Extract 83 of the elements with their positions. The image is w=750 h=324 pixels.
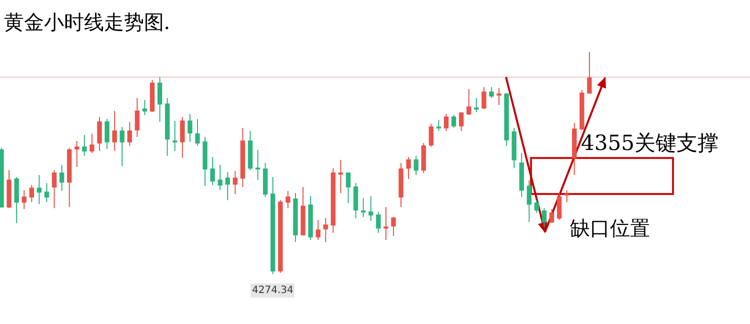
candlestick	[466, 88, 472, 116]
candlestick	[52, 170, 57, 209]
candlestick	[74, 140, 80, 168]
candlestick	[580, 89, 584, 130]
candlestick	[346, 172, 351, 204]
candlestick	[549, 208, 554, 224]
candlestick	[428, 123, 434, 148]
candlestick	[218, 164, 222, 191]
candlestick	[14, 176, 19, 224]
candlestick	[202, 136, 208, 187]
candlestick	[0, 147, 4, 208]
candlestick	[519, 152, 524, 198]
annotation: 4274.34	[252, 285, 294, 296]
candlestick	[44, 182, 50, 203]
candlestick	[150, 79, 155, 112]
candlestick	[195, 118, 200, 146]
candlestick	[240, 127, 246, 188]
candlestick	[97, 116, 102, 152]
candlestick	[90, 133, 94, 154]
candlestick	[376, 212, 381, 234]
candlestick	[406, 156, 411, 180]
candlestick	[526, 180, 532, 223]
candlestick	[421, 142, 426, 174]
candlestick	[255, 149, 260, 181]
candlestick	[293, 192, 298, 243]
candlestick	[232, 170, 238, 195]
candlestick	[112, 110, 117, 152]
annotation: 缺口位置	[570, 216, 650, 240]
candlestick	[248, 130, 253, 171]
candlestick	[384, 206, 388, 241]
candlestick	[67, 147, 72, 208]
candlestick	[587, 52, 592, 94]
candlestick	[534, 200, 540, 214]
candlestick	[323, 218, 328, 243]
candlestick	[542, 208, 547, 228]
chart-title: 黄金小时线走势图.	[4, 10, 170, 34]
candlestick	[142, 99, 148, 116]
annotation: 4355关键支撑	[581, 131, 718, 155]
candlestick	[188, 113, 192, 142]
candlestick	[330, 168, 336, 234]
candlestick	[451, 114, 456, 128]
candlestick	[316, 220, 320, 241]
candlestick	[134, 97, 140, 138]
candlestick	[59, 164, 64, 192]
candlestick	[338, 159, 344, 194]
candlestick	[6, 170, 12, 209]
candlestick	[308, 196, 313, 241]
candlestick	[262, 162, 268, 198]
candlestick	[172, 120, 178, 152]
candlestick	[180, 116, 185, 158]
candlestick	[482, 86, 486, 110]
candlestick	[104, 118, 110, 150]
candlestick	[458, 111, 464, 132]
candlestick	[489, 86, 494, 98]
candlestick	[22, 190, 26, 210]
candlestick	[512, 127, 516, 169]
candlestick	[278, 200, 283, 274]
candlestick	[496, 87, 502, 106]
candlestick	[120, 126, 124, 167]
candlestick	[157, 76, 162, 122]
candlestick	[300, 186, 306, 236]
candlestick	[286, 190, 290, 209]
candlestick	[353, 182, 358, 219]
candlestick	[564, 190, 570, 203]
candlestick	[164, 97, 170, 156]
candlestick	[270, 176, 276, 274]
candlestick	[360, 198, 366, 218]
candlestick	[29, 184, 34, 203]
candlestick	[398, 162, 404, 208]
candlestick	[444, 113, 449, 132]
candlestick	[474, 97, 479, 112]
candlestick	[36, 174, 42, 205]
candlestick	[127, 121, 132, 146]
candlestick	[572, 122, 577, 176]
candlestick	[414, 155, 418, 176]
candlestick	[210, 156, 215, 186]
candlestick	[82, 134, 87, 156]
candlestick	[556, 192, 562, 221]
candlestick	[436, 119, 442, 132]
candlestick	[504, 92, 509, 146]
candlestick	[391, 216, 396, 237]
candlestick	[225, 172, 230, 201]
candlestick	[368, 196, 374, 222]
